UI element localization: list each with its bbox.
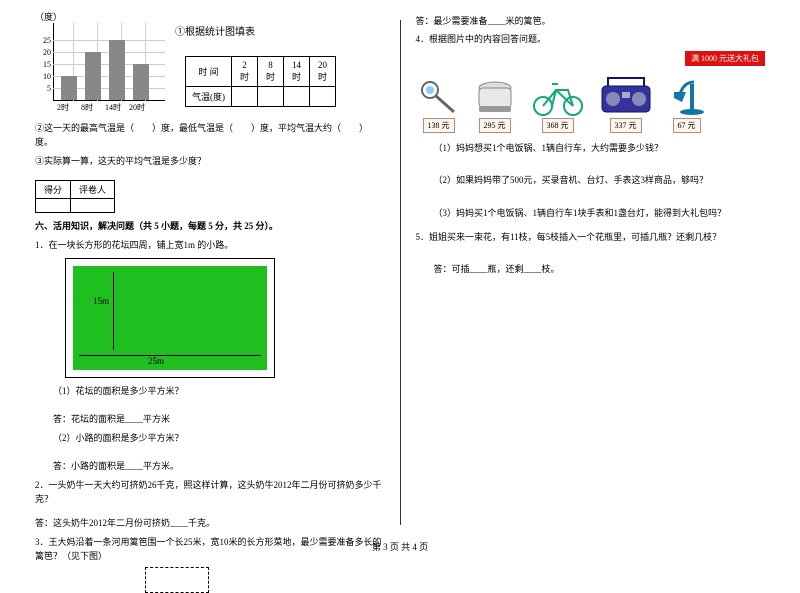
bar-chart: 5 10 15 20 25 2时 8时 14时 20时 (35, 23, 165, 113)
lamp-icon (664, 76, 710, 116)
problem-4: 4．根据图片中的内容回答问题。 (416, 32, 766, 46)
p4-sub1: （1）妈妈想买1个电饭锅、1辆自行车，大约需要多少钱？ (434, 141, 766, 155)
p1-sub1-ans: 答：花坛的面积是____平方米 (53, 412, 385, 426)
temp-table: 时 间 2时 8时 14时 20时 气温(度) (185, 56, 336, 107)
p3-ans: 答：最少需要准备____米的篱笆。 (416, 14, 766, 28)
boombox-icon (598, 76, 654, 116)
product-lamp: 67 元 (664, 76, 710, 133)
problem-1: 1．在一块长方形的花坛四周，铺上宽1m 的小路。 (35, 238, 385, 252)
p1-sub2-ans: 答：小路的面积是____平方米。 (53, 459, 385, 473)
p4-sub2: （2）如果妈妈带了500元，买录音机、台灯、手表这3样商品，够吗？ (434, 173, 766, 187)
product-ricecooker: 295 元 (472, 76, 518, 133)
question-3: ③实际算一算，这天的平均气温是多少度？ (35, 154, 385, 168)
bicycle-icon (528, 76, 588, 116)
flowerbed-diagram: 15m 25m (65, 258, 275, 378)
p1-sub1: （1）花坛的面积是多少平方米？ (53, 384, 385, 398)
problem-2: 2．一头奶牛一天大约可挤奶26千克，照这样计算，这头奶牛2012年二月份可挤奶多… (35, 478, 385, 507)
promo-badge: 满 1000 元送大礼包 (685, 51, 765, 66)
fence-diagram (145, 567, 209, 593)
y-axis-unit: （度） (35, 10, 385, 23)
product-bicycle: 368 元 (528, 76, 588, 133)
p1-sub2: （2）小路的面积是多少平方米？ (53, 431, 385, 445)
chart-title: ①根据统计图填表 (175, 23, 336, 38)
watch-icon (416, 76, 462, 116)
product-boombox: 337 元 (598, 76, 654, 133)
section-6-title: 六、活用知识，解决问题（共 5 小题，每题 5 分，共 25 分）。 (35, 219, 385, 233)
score-box: 得分评卷人 (35, 180, 115, 213)
p2-ans: 答：这头奶牛2012年二月份可挤奶____千克。 (35, 516, 385, 530)
product-watch: 138 元 (416, 76, 462, 133)
problem-3: 3．王大妈沿着一条河用篱笆围一个长25米，宽10米的长方形菜地，最少需要准备多长… (35, 535, 385, 564)
problem-5: 5．姐姐买来一束花，有11枝，每5枝插入一个花瓶里，可插几瓶？还剩几枝？ (416, 230, 766, 244)
p4-sub3: （3）妈妈买1个电饭锅、1辆自行车1块手表和1盏台灯，能得到大礼包吗？ (434, 206, 766, 220)
ricecooker-icon (472, 76, 518, 116)
product-row: 138 元 295 元 368 元 337 元 (416, 76, 766, 133)
question-2: ②这一天的最高气温是（ ）度，最低气温是（ ）度，平均气温大约（ ）度。 (35, 121, 385, 150)
p5-ans: 答：可插____瓶，还剩____枝。 (434, 262, 766, 276)
